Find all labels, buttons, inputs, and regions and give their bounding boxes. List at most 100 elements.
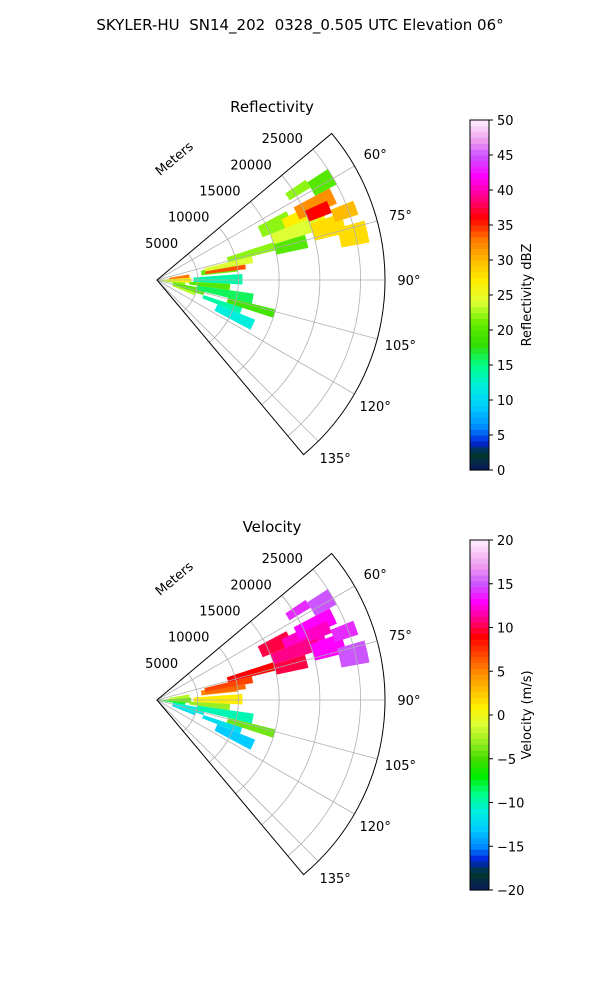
colorbar-tick-label: 10 (497, 394, 514, 409)
azimuth-gridline (156, 699, 378, 760)
colorbar-segment (470, 417, 489, 424)
data-cell (285, 179, 311, 201)
data-cell (330, 200, 359, 223)
colorbar-segment (470, 685, 489, 693)
colorbar-segment (470, 213, 489, 220)
colorbar-segment (470, 312, 489, 319)
colorbar-segment (470, 254, 489, 261)
colorbar-segment (470, 691, 489, 699)
colorbar-segment (470, 248, 489, 255)
colorbar: −20 −15 −10 −5 0 5 10 15 20 Velocity (m/s) (469, 534, 535, 899)
reflectivity-panel: Reflectivity 5000 10000 15000 20000 25000 Mete… (145, 98, 535, 479)
colorbar-segment (470, 656, 489, 664)
colorbar-segment (470, 598, 489, 605)
colorbar-tick-label: 20 (497, 534, 514, 549)
colorbar-segment (470, 820, 489, 827)
colorbar-segment (470, 884, 489, 891)
colorbar-segment (470, 335, 489, 343)
radar-data-cells (158, 589, 370, 750)
data-cell (307, 169, 337, 196)
colorbar-segment (470, 411, 489, 419)
colorbar-segment (470, 376, 489, 384)
data-cell (330, 620, 359, 643)
colorbar-segment (470, 260, 489, 267)
colorbar-segment (470, 738, 489, 745)
radial-tick-label: 15000 (199, 184, 240, 199)
azimuth-gridline (156, 640, 378, 701)
colorbar-segment (470, 633, 489, 640)
colorbar-segment (470, 166, 489, 174)
colorbar-segment (470, 837, 489, 844)
colorbar-segment (470, 388, 489, 395)
colorbar-segment (470, 172, 489, 179)
colorbar-segment (470, 149, 489, 156)
colorbar-segment (470, 324, 489, 331)
colorbar-segment (470, 668, 489, 675)
colorbar-segment (470, 458, 489, 465)
azimuth-tick-label: 60° (364, 568, 387, 583)
colorbar-tick-label: 20 (497, 324, 514, 339)
colorbar-segment (470, 201, 489, 209)
range-ring (209, 647, 239, 763)
azimuth-tick-label: 75° (389, 629, 412, 644)
data-cell (172, 282, 206, 296)
colorbar-segment (470, 207, 489, 214)
azimuth-tick-label: 135° (319, 452, 350, 467)
colorbar-segment (470, 563, 489, 570)
range-ring (235, 621, 280, 794)
colorbar-tick-label: −5 (497, 753, 516, 768)
colorbar-tick-label: 0 (497, 464, 505, 479)
colorbar-tick-label: 25 (497, 289, 514, 304)
colorbar-segment (470, 405, 489, 413)
data-cell (293, 608, 337, 640)
colorbar-segment (470, 785, 489, 792)
data-cell (159, 700, 186, 705)
colorbar-segment (470, 295, 489, 302)
colorbar-segment (470, 592, 489, 599)
colorbar-segment (470, 849, 489, 856)
azimuth-gridline (156, 699, 319, 862)
colorbar-segment (470, 825, 489, 833)
colorbar-segment (470, 137, 489, 144)
colorbar-tick-label: 5 (497, 665, 505, 680)
colorbar: 0 5 10 15 20 25 30 35 40 45 50 Reflectivity dBZ (469, 114, 535, 479)
colorbar-segment (470, 866, 489, 874)
colorbar-segment (470, 353, 489, 360)
colorbar-segment (470, 242, 489, 249)
data-cell (196, 705, 254, 724)
azimuth-tick-label: 120° (360, 400, 391, 415)
colorbar-tick-label: 0 (497, 709, 505, 724)
data-cell (205, 264, 246, 275)
azimuth-gridline (156, 699, 355, 815)
data-cell (226, 297, 276, 318)
data-cell (172, 702, 206, 716)
colorbar-segment (470, 755, 489, 763)
data-cell (226, 717, 276, 738)
data-cell (273, 234, 309, 255)
colorbar-segment (470, 236, 489, 244)
colorbar-segment (470, 767, 489, 774)
data-cell (172, 285, 196, 296)
radial-tick-label: 10000 (168, 631, 209, 646)
colorbar-segment (470, 125, 489, 133)
colorbar-segment (470, 219, 489, 226)
colorbar-segment (470, 720, 489, 728)
data-cell (202, 295, 243, 314)
colorbar-segment (470, 773, 489, 780)
colorbar-segment (470, 621, 489, 629)
data-cell (337, 640, 370, 668)
colorbar-tick-label: 15 (497, 578, 514, 593)
colorbar-segment (470, 796, 489, 804)
data-cell (214, 304, 256, 330)
colorbar-tick-label: 30 (497, 254, 514, 269)
data-cell (307, 589, 337, 616)
data-cell (257, 631, 293, 658)
colorbar-segment (470, 790, 489, 798)
colorbar-segment (470, 645, 489, 652)
colorbar-segment (470, 429, 489, 436)
velocity-panel: Velocity 5000 10000 15000 20000 25000 Meters 60… (145, 518, 535, 899)
data-cell (172, 705, 196, 716)
data-cell (337, 220, 370, 248)
range-ring (235, 201, 280, 374)
colorbar-segment (470, 662, 489, 669)
